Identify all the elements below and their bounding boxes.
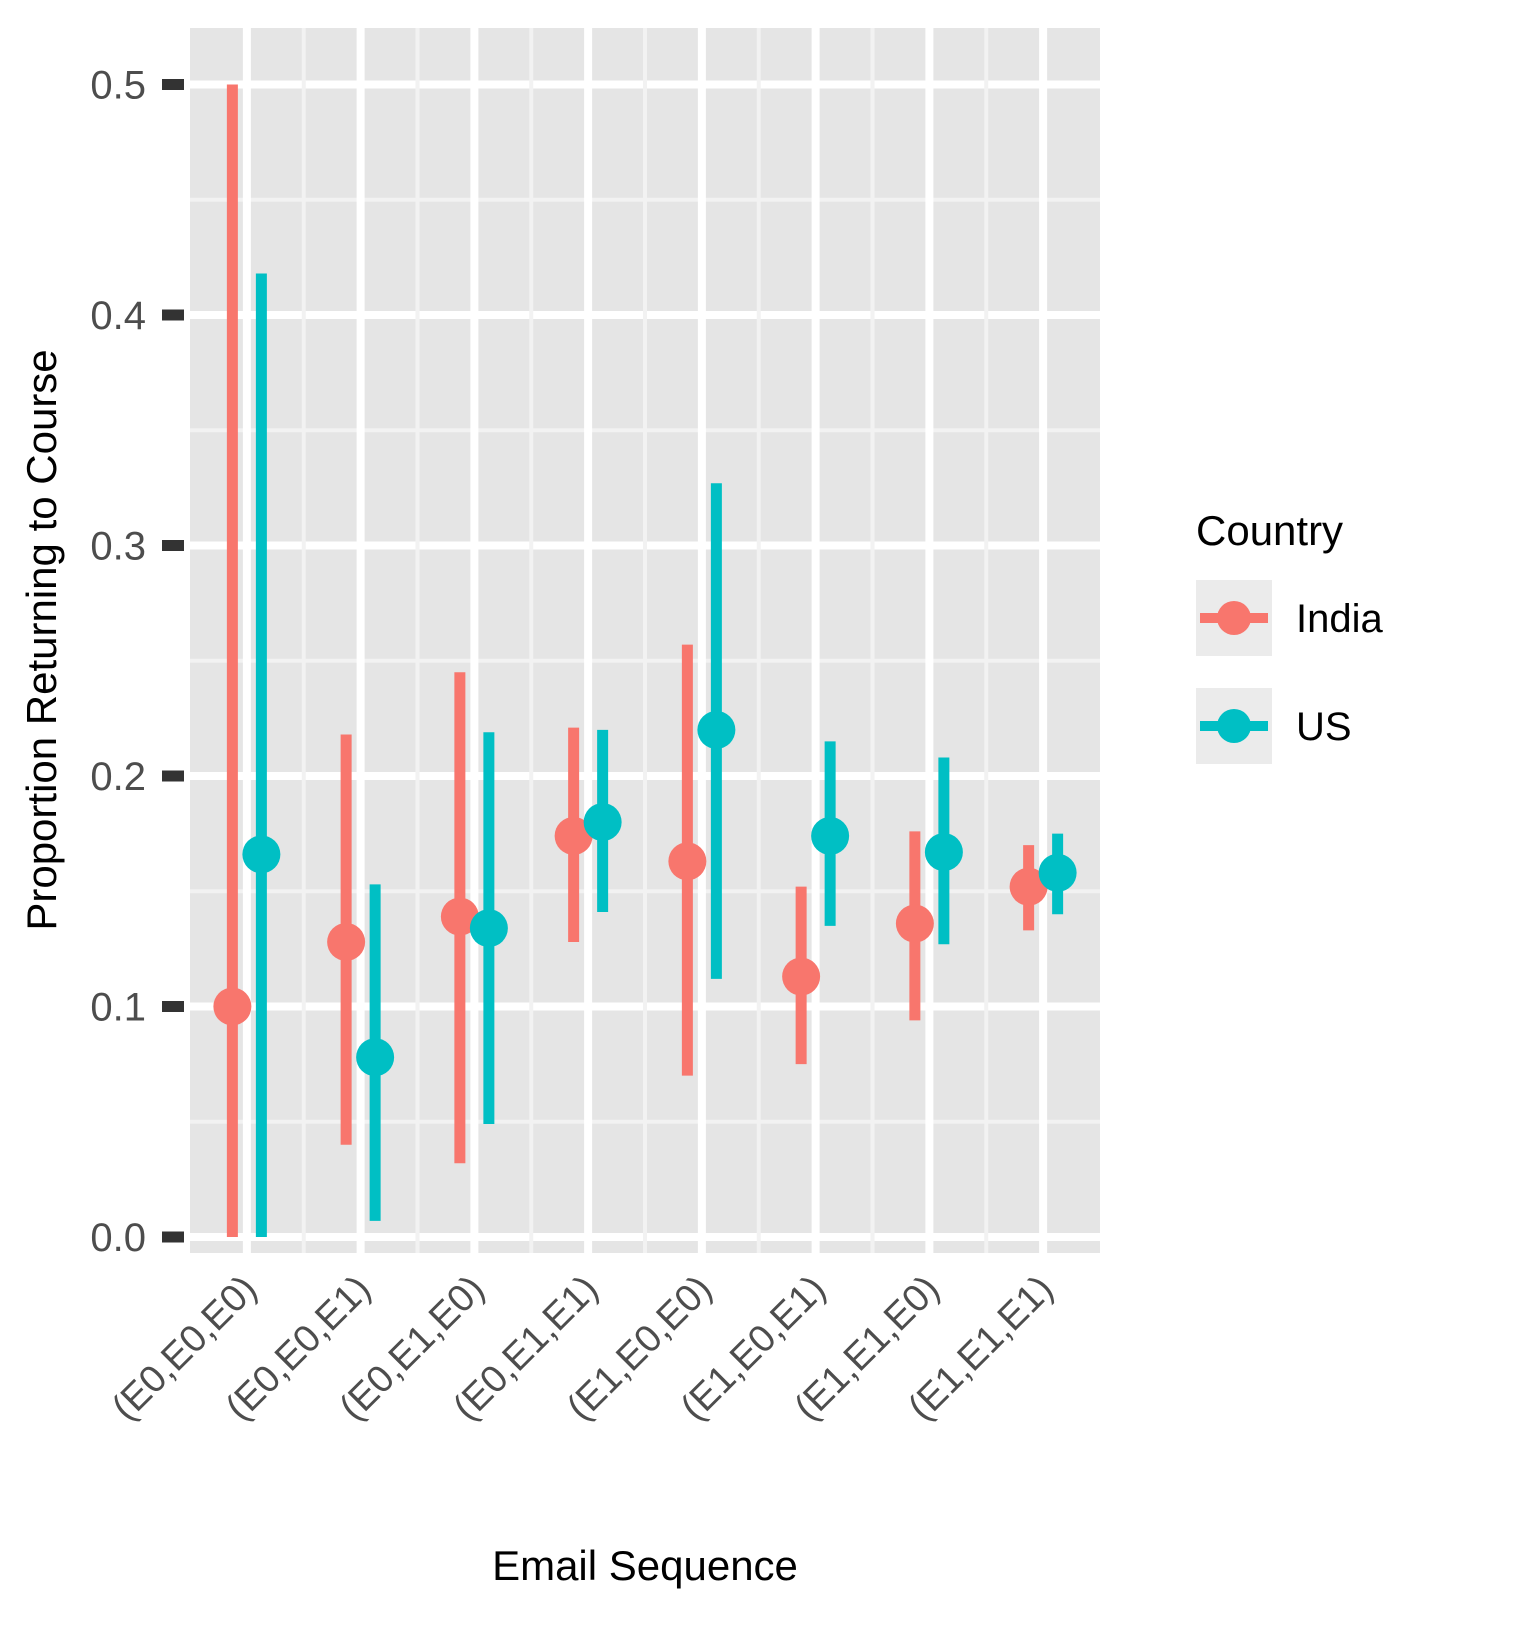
y-axis-tick-labels: 0.0 0.1 0.2 0.3 0.4 0.5	[90, 64, 146, 1261]
point-range-india-(E0,E0,E0)	[213, 84, 252, 1237]
y-axis-tick-label: 0.5	[90, 64, 146, 108]
point-range-india-(E1,E0,E1)	[782, 886, 821, 1065]
legend-item-india[interactable]: India	[1196, 580, 1383, 656]
y-axis-tick-label: 0.2	[90, 755, 146, 799]
point-range-us-(E0,E0,E1)	[356, 884, 395, 1221]
y-axis-tick-label: 0.3	[90, 525, 146, 569]
data-point	[440, 897, 479, 936]
data-point	[213, 987, 252, 1026]
point-range-india-(E0,E1,E0)	[440, 672, 479, 1164]
point-range-us-(E1,E1,E1)	[1038, 833, 1077, 915]
data-point	[1009, 867, 1048, 906]
data-point	[697, 710, 736, 749]
data-point	[583, 803, 622, 842]
data-point	[327, 922, 366, 961]
point-range-us-(E0,E1,E1)	[583, 729, 622, 912]
data-point-ranges	[213, 84, 1077, 1237]
x-axis-title: Email Sequence	[492, 1542, 798, 1589]
point-range-india-(E1,E0,E0)	[668, 644, 707, 1076]
legend-key-point	[1217, 709, 1251, 743]
point-range-india-(E1,E1,E1)	[1009, 845, 1048, 931]
data-point	[554, 816, 593, 855]
point-range-us-(E1,E1,E0)	[924, 757, 963, 945]
legend-items: India US	[1196, 580, 1383, 764]
y-axis-title: Proportion Returning to Course	[18, 349, 65, 930]
legend-item-label: India	[1296, 597, 1383, 641]
data-point	[242, 835, 281, 874]
point-range-us-(E0,E1,E0)	[469, 732, 508, 1125]
data-point	[782, 957, 821, 996]
legend-item-label: US	[1296, 705, 1352, 749]
point-range-us-(E1,E0,E1)	[811, 741, 850, 926]
legend-title: Country	[1196, 507, 1343, 554]
data-point	[924, 833, 963, 872]
y-axis-tick-label: 0.0	[90, 1216, 146, 1260]
legend: Country India US	[1196, 507, 1383, 764]
point-range-india-(E1,E1,E0)	[895, 831, 934, 1021]
y-axis-ticks	[162, 79, 184, 1243]
data-point	[895, 904, 934, 943]
legend-key-point	[1217, 601, 1251, 635]
x-axis-tick-labels: (E0,E0,E0)(E0,E0,E1)(E0,E1,E0)(E0,E1,E1)…	[104, 1268, 1061, 1429]
point-range-india-(E0,E0,E1)	[327, 734, 366, 1145]
data-point	[356, 1038, 395, 1077]
data-point	[469, 909, 508, 948]
point-range-india-(E0,E1,E1)	[554, 727, 593, 942]
grid-vertical-minor-lines	[301, 28, 989, 1253]
y-axis-tick-label: 0.1	[90, 986, 146, 1030]
point-range-us-(E1,E0,E0)	[697, 483, 736, 979]
grid-vertical-major-lines	[242, 28, 1048, 1253]
legend-item-us[interactable]: US	[1196, 688, 1352, 764]
data-point	[668, 842, 707, 881]
data-point	[1038, 853, 1077, 892]
point-range-us-(E0,E0,E0)	[242, 273, 281, 1237]
data-point	[811, 816, 850, 855]
y-axis-tick-label: 0.4	[90, 294, 146, 338]
